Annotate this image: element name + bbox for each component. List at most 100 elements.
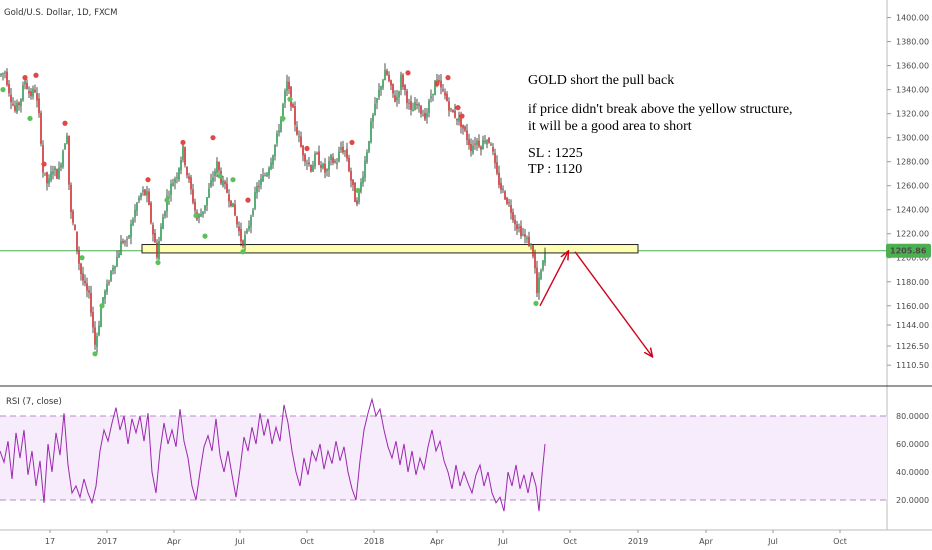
- annotation-sl[interactable]: SL : 1225: [528, 146, 583, 161]
- price-tick-label: 1400.00: [896, 14, 929, 23]
- candle-body: [374, 103, 376, 115]
- candle-body: [90, 292, 92, 313]
- candle-body: [234, 204, 236, 216]
- candle-body: [520, 225, 522, 236]
- signal-dot: [355, 187, 361, 194]
- candle-body: [188, 176, 190, 180]
- signal-dot: [27, 115, 33, 122]
- price-tick-label: 1240.00: [896, 206, 929, 215]
- candle-body: [204, 205, 206, 211]
- candle-body: [66, 135, 68, 144]
- candle-body: [458, 117, 460, 122]
- annotation-title[interactable]: GOLD short the pull back: [528, 73, 674, 88]
- candle-body: [58, 167, 60, 179]
- candle-body: [18, 102, 20, 106]
- candle-body: [342, 146, 344, 153]
- candle-body: [410, 101, 412, 110]
- rsi-label[interactable]: RSI (7, close): [6, 397, 62, 407]
- projection-down-arrow[interactable]: [574, 251, 652, 356]
- candle-body: [408, 102, 410, 104]
- signal-dot: [445, 75, 451, 81]
- candle-body: [40, 112, 42, 144]
- rsi-axis: 80.0000 60.0000 40.0000 20.0000: [896, 412, 929, 505]
- annotation-line2[interactable]: it will be a good area to short: [528, 119, 692, 134]
- price-tick-label: 1340.00: [896, 86, 929, 95]
- time-tick-label: Oct: [563, 537, 577, 546]
- candle-body: [120, 241, 122, 255]
- candle-body: [254, 192, 256, 209]
- candle-body: [420, 105, 422, 114]
- candle-body: [30, 91, 32, 97]
- candle-body: [20, 98, 22, 106]
- candle-body: [466, 130, 468, 140]
- candle-body: [302, 145, 304, 156]
- annotation-tp[interactable]: TP : 1120: [528, 162, 582, 177]
- price-tick-label: 1160.00: [896, 302, 929, 311]
- candle-body: [218, 161, 220, 171]
- candle-body: [540, 270, 542, 280]
- resistance-zone[interactable]: [141, 244, 639, 254]
- candle-body: [470, 143, 472, 152]
- projection-arrows[interactable]: [539, 251, 652, 356]
- candle-body: [274, 144, 276, 157]
- candle-body: [436, 79, 438, 83]
- candle-body: [320, 165, 322, 168]
- signal-dot: [405, 70, 411, 76]
- time-tick-label: Jul: [234, 537, 245, 546]
- candle-body: [444, 92, 446, 96]
- candle-body: [222, 180, 224, 186]
- candle-body: [426, 113, 428, 118]
- signal-dot: [349, 139, 355, 146]
- signal-dot: [455, 105, 461, 111]
- candle-body: [480, 146, 482, 150]
- current-price-badge: [886, 243, 931, 258]
- candle-body: [152, 224, 154, 235]
- candle-body: [256, 186, 258, 193]
- candle-body: [308, 162, 310, 165]
- signal-dot: [230, 177, 236, 183]
- candle-body: [398, 91, 400, 98]
- candle-body: [318, 151, 320, 165]
- candle-body: [34, 89, 36, 93]
- candle-body: [522, 234, 524, 236]
- annotation-line1[interactable]: if price didn't break above the yellow s…: [528, 102, 793, 117]
- candle-body: [434, 80, 436, 96]
- candle-body: [266, 173, 268, 176]
- candle-body: [158, 240, 160, 259]
- candle-body: [132, 219, 134, 225]
- candle-body: [160, 226, 162, 241]
- candle-body: [92, 311, 94, 328]
- signal-dot: [287, 96, 293, 102]
- candle-body: [416, 104, 418, 106]
- candle-body: [236, 216, 238, 225]
- candle-body: [310, 165, 312, 172]
- candle-body: [538, 277, 540, 293]
- candle-body: [38, 98, 40, 114]
- signal-dot: [180, 139, 186, 146]
- candle-body: [68, 135, 70, 185]
- candle-body: [14, 105, 16, 111]
- candle-body: [28, 91, 30, 94]
- candle-body: [144, 189, 146, 195]
- signal-dot: [202, 233, 208, 239]
- candle-body: [286, 81, 288, 91]
- candle-body: [332, 157, 334, 163]
- candle-body: [330, 155, 332, 161]
- candle-body: [504, 191, 506, 200]
- projection-up-arrow[interactable]: [539, 252, 568, 307]
- symbol-label[interactable]: Gold/U.S. Dollar, 1D, FXCM: [4, 8, 117, 18]
- candle-body: [252, 210, 254, 215]
- price-tick-label: 1220.00: [896, 230, 929, 239]
- candle-body: [102, 297, 104, 305]
- candle-body: [322, 163, 324, 169]
- signal-dot: [434, 81, 440, 87]
- candle-body: [412, 109, 414, 112]
- candle-body: [262, 175, 264, 182]
- candle-body: [446, 93, 448, 102]
- time-tick-label: 2018: [364, 537, 384, 546]
- signal-dot: [155, 259, 161, 266]
- candle-body: [76, 231, 78, 251]
- candle-body: [474, 143, 476, 145]
- candle-body: [268, 168, 270, 176]
